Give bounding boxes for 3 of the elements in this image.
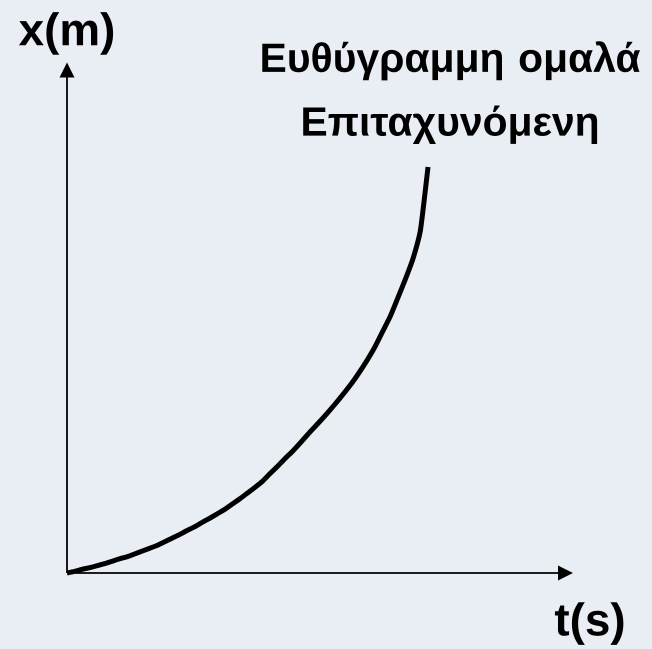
y-axis-title: x(m) xyxy=(18,12,114,55)
x-axis-title: t(s) xyxy=(554,602,624,645)
chart-title: Ευθύγραμμη ομαλά Επιταχυνόμενη xyxy=(262,41,640,144)
